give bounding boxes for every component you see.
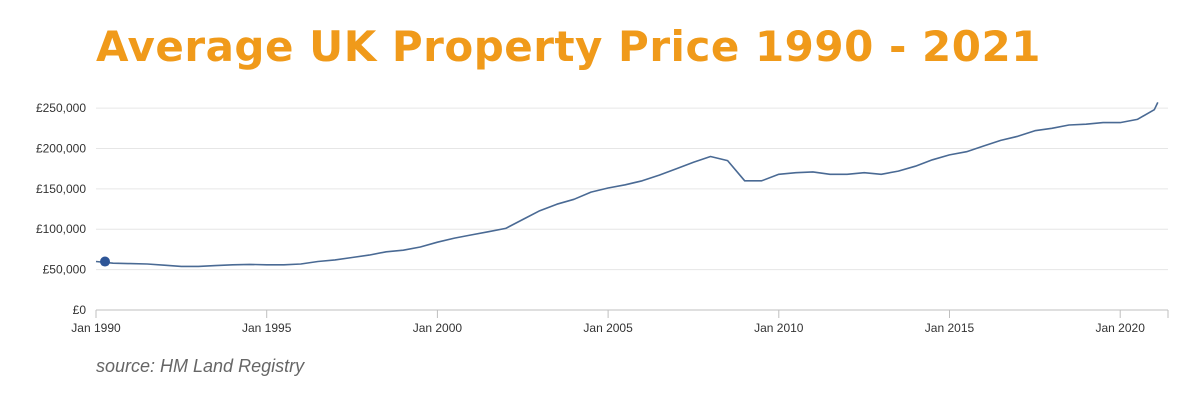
x-tick-label: Jan 1990 xyxy=(71,321,121,335)
y-tick-label: £100,000 xyxy=(36,222,86,236)
x-tick-label: Jan 2000 xyxy=(413,321,463,335)
source-note: source: HM Land Registry xyxy=(96,356,305,376)
x-tick-label: Jan 2005 xyxy=(583,321,633,335)
y-tick-label: £250,000 xyxy=(36,101,86,115)
chart-title: Average UK Property Price 1990 - 2021 xyxy=(96,22,1041,71)
x-tick-label: Jan 2015 xyxy=(925,321,975,335)
y-tick-label: £200,000 xyxy=(36,141,86,155)
x-tick-label: Jan 2010 xyxy=(754,321,804,335)
price-line xyxy=(95,102,1159,268)
x-tick-label: Jan 1995 xyxy=(242,321,292,335)
y-tick-label: £0 xyxy=(73,303,87,317)
y-tick-label: £50,000 xyxy=(43,263,87,277)
y-tick-label: £150,000 xyxy=(36,182,86,196)
start-point-marker xyxy=(100,256,110,267)
x-tick-label: Jan 2020 xyxy=(1096,321,1146,335)
